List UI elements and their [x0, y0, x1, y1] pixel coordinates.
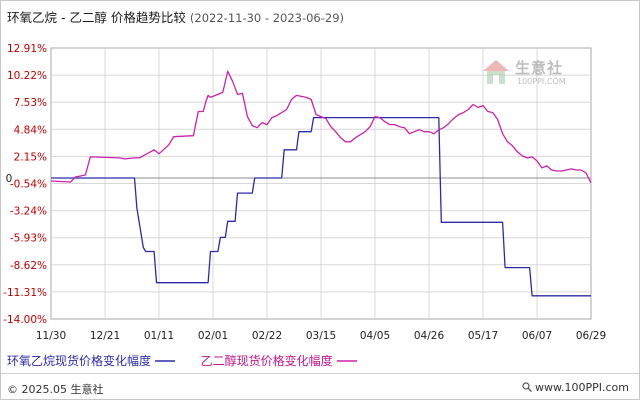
x-tick-label: 04/05: [360, 330, 390, 342]
footer: © 2025.05 生意社 www.100PPI.com: [1, 373, 639, 398]
footer-url[interactable]: www.100PPI.com: [522, 381, 629, 394]
x-tick-label: 05/17: [468, 330, 498, 342]
x-tick-label: 03/15: [306, 330, 336, 342]
chart-title: 环氧乙烷 - 乙二醇 价格趋势比较 (2022-11-30 - 2023-06-…: [7, 7, 344, 26]
y-tick-label: -14.00%: [3, 314, 47, 326]
y-tick-label: 10.22%: [7, 70, 47, 82]
y-tick-label: 4.84%: [14, 124, 47, 136]
legend-item-ethylene-glycol: 乙二醇现货价格变化幅度: [201, 354, 357, 368]
x-tick-label: 12/21: [90, 330, 120, 342]
watermark-name: 生意社: [515, 59, 564, 77]
y-tick-label: -3.24%: [10, 206, 47, 218]
legend-item-ethylene-oxide: 环氧乙烷现货价格变化幅度: [7, 354, 179, 368]
price-trend-chart: 12.91% 10.22% 7.53% 4.84% 2.15% -0.54% -3.24% -…: [3, 43, 606, 342]
footer-copyright: © 2025.05 生意社: [7, 383, 104, 396]
chart-title-range: (2022-11-30 - 2023-06-29): [189, 11, 345, 25]
watermark-site: 100PPI.COM: [517, 77, 566, 86]
x-tick-label: 11/30: [36, 330, 66, 342]
x-tick-label: 02/01: [198, 330, 228, 342]
y-tick-label: 2.15%: [14, 151, 47, 163]
x-tick-label: 06/07: [522, 330, 552, 342]
legend-label: 环氧乙烷现货价格变化幅度: [7, 354, 152, 368]
y-tick-label: -8.62%: [10, 260, 47, 272]
watermark: 生意社 100PPI.COM: [481, 57, 581, 91]
legend-label: 乙二醇现货价格变化幅度: [200, 354, 333, 368]
series-line-ethylene-glycol: [50, 70, 592, 184]
y-tick-label: -5.93%: [10, 233, 47, 245]
chart-title-main: 环氧乙烷 - 乙二醇 价格趋势比较: [7, 10, 186, 25]
y-tick-label: -0.54%: [10, 179, 47, 191]
series-line-ethylene-oxide: [51, 116, 591, 297]
x-tick-label: 02/22: [252, 330, 282, 342]
legend-swatch-blue: [154, 360, 175, 362]
x-tick-label: 06/29: [576, 330, 606, 342]
footer-url-text: www.100PPI.com: [535, 381, 629, 394]
zero-label: 0: [6, 173, 13, 185]
legend-swatch-pink: [336, 360, 357, 362]
legend: 环氧乙烷现货价格变化幅度 乙二醇现货价格变化幅度: [7, 352, 379, 369]
house-logo-icon: [483, 60, 509, 84]
search-icon: [522, 382, 532, 392]
y-tick-label: 12.91%: [7, 43, 47, 55]
y-tick-label: -11.31%: [3, 287, 47, 299]
x-tick-label: 04/26: [414, 330, 445, 342]
y-tick-label: 7.53%: [14, 97, 47, 109]
x-tick-label: 01/11: [144, 330, 174, 342]
